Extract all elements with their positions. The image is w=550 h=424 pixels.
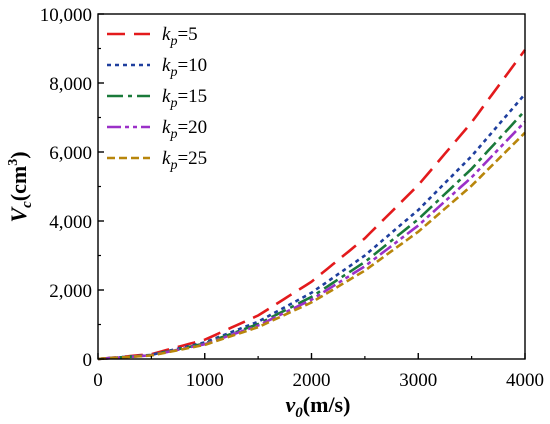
series-line-5: [97, 131, 526, 361]
y-tick-label: 4,000: [49, 212, 92, 233]
y-axis-title: Vc(cm3): [6, 151, 35, 222]
x-tick-label: 3000: [399, 370, 437, 391]
axes-layer: 0 1000 2000 3000 4000 0 2,000 4,000 6,000 8,000 10…: [40, 5, 544, 391]
x-axis-title: v0(m/s): [286, 392, 351, 421]
y-tick-label: 8,000: [49, 74, 92, 95]
legend-label-2: kp=10: [162, 55, 207, 80]
series-line-4: [97, 120, 526, 361]
x-tick-label: 4000: [506, 370, 544, 391]
x-tick-label: 2000: [293, 370, 331, 391]
legend-label-1: kp=5: [162, 24, 198, 49]
series-line-2: [97, 93, 526, 361]
y-tick-label: 6,000: [49, 143, 92, 164]
x-tick-label: 1000: [186, 370, 224, 391]
legend: kp=5 kp=10 kp=15 kp=20 kp=25: [107, 24, 207, 173]
legend-label-5: kp=25: [162, 148, 207, 173]
y-tick-label: 2,000: [49, 281, 92, 302]
legend-label-3: kp=15: [162, 86, 207, 111]
y-tick-label: 10,000: [40, 5, 92, 26]
series-line-1: [97, 49, 527, 361]
legend-label-4: kp=20: [162, 117, 207, 142]
series-layer: [97, 49, 527, 361]
y-tick-label: 0: [83, 350, 93, 371]
x-tick-label: 0: [93, 370, 103, 391]
